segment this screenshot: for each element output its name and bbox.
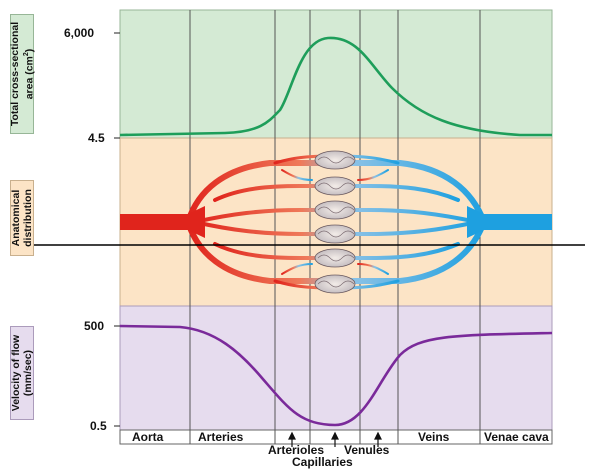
velocity-label-line1: Velocity of flow xyxy=(10,334,22,412)
velocity-tick-high: 500 xyxy=(84,319,105,333)
area-label-close: ) xyxy=(23,48,36,53)
velocity-axis-label: Velocity of flow (mm/sec) xyxy=(10,326,34,420)
area-label-line2: area (cm xyxy=(23,56,36,100)
area-label-line1: Total cross-sectional xyxy=(8,21,21,127)
segment-venules: Venules xyxy=(344,443,390,457)
area-axis-label: Total cross-sectional area (cm2) xyxy=(8,14,36,134)
segment-veins: Veins xyxy=(418,430,450,444)
anatomy-label-line2: distribution xyxy=(22,189,34,247)
venae-cava-trunk xyxy=(482,214,552,230)
segment-capillaries: Capillaries xyxy=(292,455,353,469)
segment-venae-cava: Venae cava xyxy=(484,430,549,444)
capillary-beds xyxy=(314,150,356,294)
venae-cava-flare xyxy=(467,206,484,238)
velocity-tick-low: 0.5 xyxy=(90,419,107,433)
area-panel xyxy=(119,9,553,139)
velocity-label-line2: (mm/sec) xyxy=(22,349,34,397)
aorta-trunk xyxy=(120,214,190,230)
pointer-arrows xyxy=(288,431,382,447)
aorta-flare xyxy=(188,206,205,238)
anatomy-label-line1: Anatomical xyxy=(10,189,22,247)
segment-arterioles: Arterioles xyxy=(268,443,325,457)
velocity-curve xyxy=(119,324,553,427)
area-tick-high: 6,000 xyxy=(64,26,95,40)
segment-arteries: Arteries xyxy=(198,430,244,444)
velocity-panel xyxy=(119,305,553,431)
segment-aorta: Aorta xyxy=(132,430,164,444)
anatomy-axis-label: Anatomical distribution xyxy=(10,180,34,256)
area-label-sup: 2 xyxy=(22,52,30,57)
area-tick-low: 4.5 xyxy=(88,131,105,145)
area-curve xyxy=(119,36,552,137)
